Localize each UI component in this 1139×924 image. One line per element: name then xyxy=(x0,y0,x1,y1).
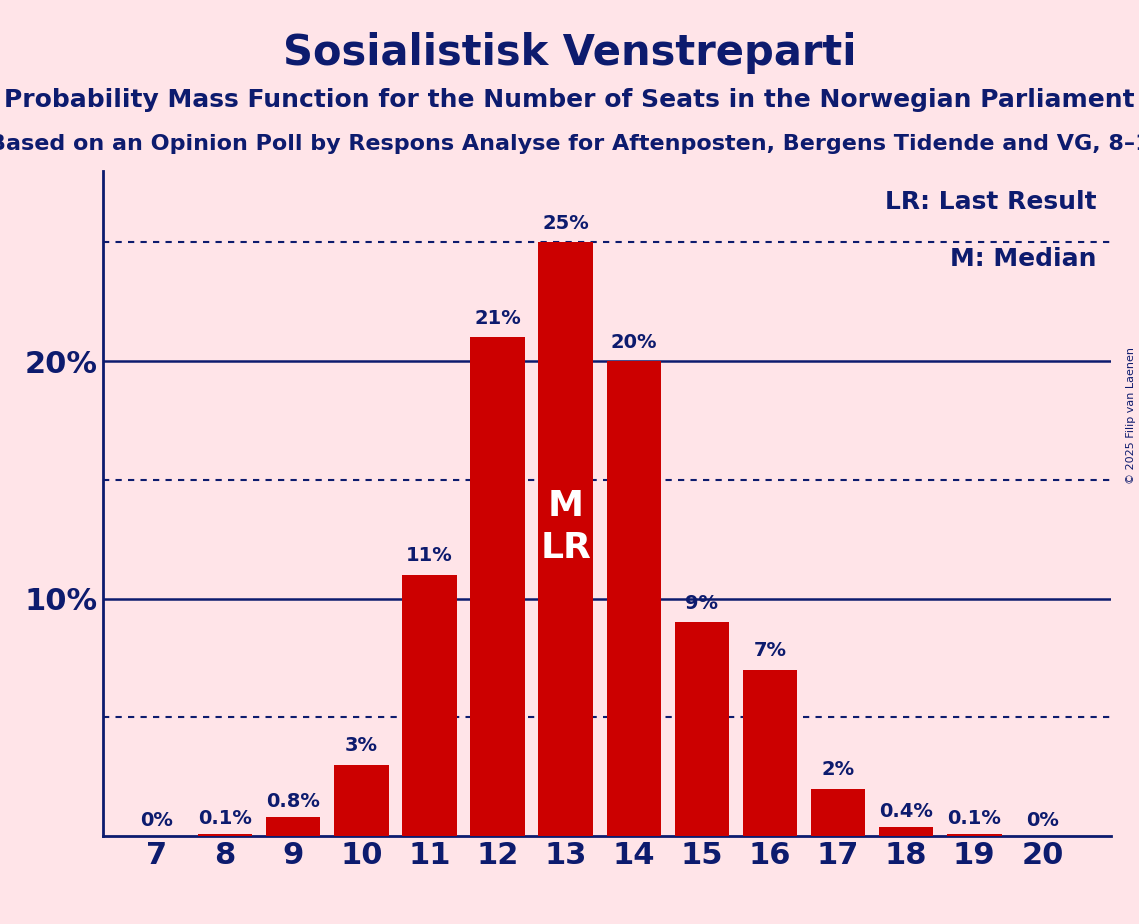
Bar xyxy=(811,789,866,836)
Bar xyxy=(743,670,797,836)
Text: 0%: 0% xyxy=(1026,811,1059,831)
Text: 0.4%: 0.4% xyxy=(879,802,933,821)
Text: Based on an Opinion Poll by Respons Analyse for Aftenposten, Bergens Tidende and: Based on an Opinion Poll by Respons Anal… xyxy=(0,134,1139,154)
Bar xyxy=(198,833,253,836)
Bar xyxy=(267,817,320,836)
Text: 21%: 21% xyxy=(474,309,521,328)
Bar xyxy=(334,765,388,836)
Text: M
LR: M LR xyxy=(540,490,591,565)
Text: 2%: 2% xyxy=(821,760,854,779)
Text: 25%: 25% xyxy=(542,213,589,233)
Bar xyxy=(539,242,593,836)
Bar xyxy=(674,623,729,836)
Text: 11%: 11% xyxy=(407,546,453,565)
Text: 3%: 3% xyxy=(345,736,378,756)
Text: Sosialistisk Venstreparti: Sosialistisk Venstreparti xyxy=(282,32,857,74)
Bar xyxy=(402,575,457,836)
Text: 20%: 20% xyxy=(611,333,657,351)
Text: M: Median: M: Median xyxy=(950,247,1097,271)
Text: © 2025 Filip van Laenen: © 2025 Filip van Laenen xyxy=(1126,347,1136,484)
Text: 0.8%: 0.8% xyxy=(267,792,320,811)
Text: 0%: 0% xyxy=(140,811,173,831)
Text: 9%: 9% xyxy=(686,594,719,613)
Bar xyxy=(879,827,934,836)
Text: Probability Mass Function for the Number of Seats in the Norwegian Parliament: Probability Mass Function for the Number… xyxy=(5,88,1134,112)
Bar xyxy=(470,337,525,836)
Text: 7%: 7% xyxy=(754,641,786,661)
Bar xyxy=(947,833,1001,836)
Text: LR: Last Result: LR: Last Result xyxy=(885,190,1097,214)
Text: 0.1%: 0.1% xyxy=(198,808,252,828)
Bar xyxy=(606,361,661,836)
Text: 0.1%: 0.1% xyxy=(948,808,1001,828)
